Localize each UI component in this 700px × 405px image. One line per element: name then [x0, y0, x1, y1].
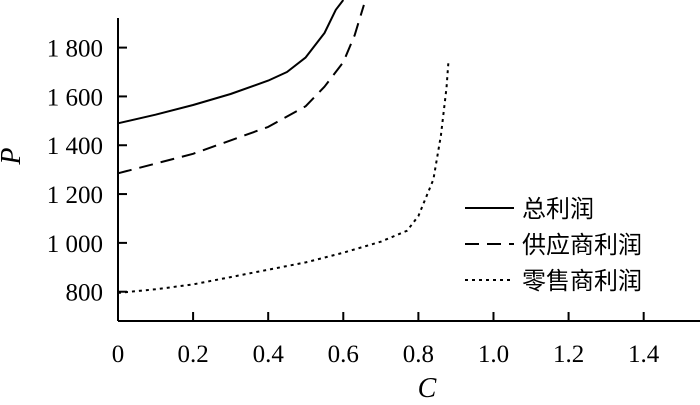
y-tick-label: 800 [66, 280, 104, 307]
y-axis-ticks: 800 1 000 1 200 1 400 1 600 1 800 [47, 36, 127, 307]
x-tick-label: 1.0 [478, 341, 509, 368]
x-tick-label: 0.8 [403, 341, 434, 368]
y-tick-label: 1 400 [47, 133, 103, 160]
series-line-dotted [117, 62, 450, 294]
y-tick-label: 1 000 [47, 231, 103, 258]
x-tick-label: 1.4 [628, 341, 660, 368]
x-tick-label: 0.6 [328, 341, 359, 368]
y-tick-label: 1 600 [47, 84, 103, 111]
x-tick-label: 0.2 [177, 341, 208, 368]
y-tick-label: 1 200 [47, 182, 103, 209]
x-tick-label: 1.2 [553, 341, 584, 368]
legend-label: 总利润 [522, 195, 594, 223]
series-line-dashed [117, 4, 365, 175]
x-tick-label: 0.4 [253, 341, 285, 368]
legend-label: 零售商利润 [522, 267, 642, 295]
series-line-solid [117, 0, 345, 125]
series-lines [117, 0, 450, 294]
x-axis-ticks: 0 0.2 0.4 0.6 0.8 1.0 1.2 1.4 [112, 312, 660, 368]
y-tick-label: 1 800 [47, 36, 103, 63]
axes [117, 18, 700, 322]
x-axis-title: C [418, 373, 437, 404]
x-tick-label: 0 [112, 341, 125, 368]
y-axis-title: P [0, 147, 27, 165]
legend-label: 供应商利润 [522, 231, 642, 259]
